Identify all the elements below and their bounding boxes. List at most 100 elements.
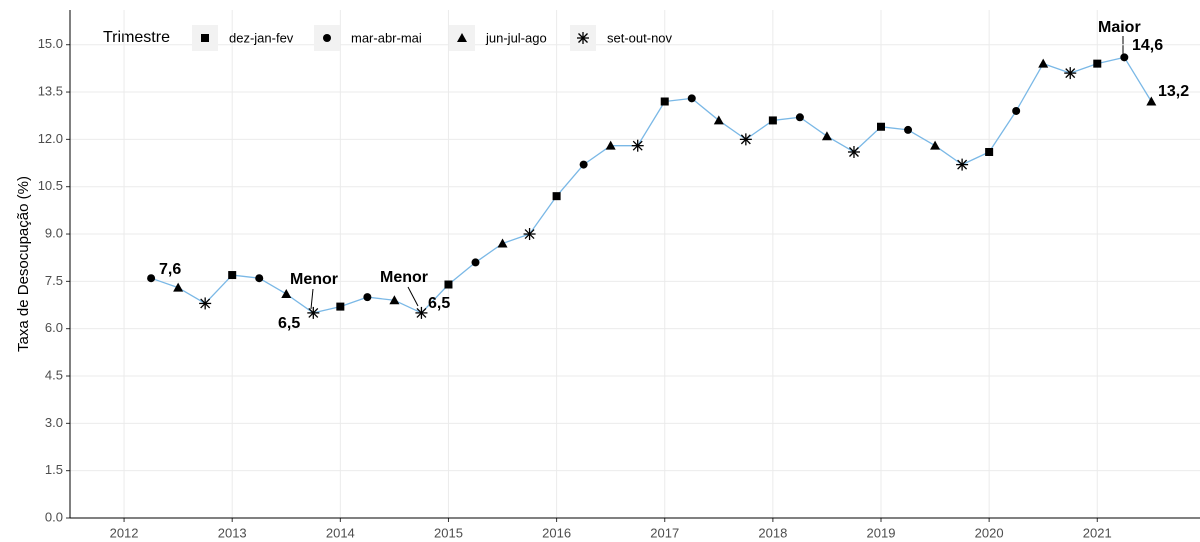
x-tick-label: 2013 bbox=[218, 525, 247, 540]
marker-stroke bbox=[632, 140, 643, 151]
line-segment bbox=[232, 274, 260, 279]
marker bbox=[199, 297, 212, 310]
annotation-connector bbox=[310, 288, 314, 310]
y-tick-label: 9.0 bbox=[45, 225, 63, 240]
marker-stroke bbox=[578, 33, 588, 43]
marker-stroke bbox=[740, 134, 751, 145]
line-segment bbox=[367, 296, 395, 301]
y-tick-label: 7.5 bbox=[45, 273, 63, 288]
marker bbox=[523, 228, 536, 241]
marker bbox=[821, 131, 832, 141]
marker-stroke bbox=[1065, 68, 1076, 79]
x-tick-label: 2018 bbox=[758, 525, 787, 540]
marker bbox=[201, 34, 209, 42]
marker bbox=[1038, 58, 1049, 68]
x-tick-label: 2019 bbox=[867, 525, 896, 540]
legend-label: mar-abr-mai bbox=[351, 30, 422, 45]
line-segment bbox=[961, 151, 990, 166]
x-tick-label: 2012 bbox=[110, 525, 139, 540]
marker bbox=[255, 274, 264, 283]
x-tick-label: 2014 bbox=[326, 525, 355, 540]
marker bbox=[605, 140, 616, 150]
marker bbox=[389, 295, 400, 305]
marker bbox=[577, 32, 589, 44]
marker bbox=[768, 116, 777, 125]
marker bbox=[552, 192, 561, 201]
marker bbox=[1146, 96, 1157, 106]
marker bbox=[1064, 67, 1077, 80]
y-tick-label: 6.0 bbox=[45, 320, 63, 335]
line-segment bbox=[340, 296, 368, 308]
marker bbox=[847, 145, 860, 158]
line-segment bbox=[204, 274, 233, 304]
marker bbox=[147, 274, 156, 283]
marker bbox=[795, 113, 804, 122]
marker bbox=[687, 94, 696, 103]
line-segment bbox=[502, 233, 530, 245]
marker bbox=[444, 280, 453, 289]
y-tick-label: 10.5 bbox=[38, 178, 63, 193]
marker bbox=[904, 125, 913, 134]
line-segment bbox=[1123, 56, 1152, 102]
line-segment bbox=[177, 287, 206, 305]
line-segment bbox=[826, 135, 855, 153]
annotation: Maior bbox=[1098, 19, 1141, 36]
line-segment bbox=[772, 116, 800, 122]
marker bbox=[985, 147, 994, 156]
marker bbox=[173, 282, 184, 292]
marker-stroke bbox=[308, 307, 319, 318]
y-axis-label: Taxa de Desocupação (%) bbox=[15, 176, 32, 352]
marker bbox=[739, 133, 752, 146]
line-segment bbox=[907, 129, 936, 147]
line-segment bbox=[988, 110, 1017, 153]
annotation: 7,6 bbox=[159, 261, 181, 278]
line-segment bbox=[258, 277, 287, 295]
x-tick-label: 2020 bbox=[975, 525, 1004, 540]
marker bbox=[281, 288, 292, 298]
marker bbox=[713, 115, 724, 125]
line-segment bbox=[691, 97, 720, 121]
marker bbox=[307, 306, 320, 319]
legend-label: set-out-nov bbox=[607, 30, 673, 45]
marker bbox=[631, 139, 644, 152]
x-tick-label: 2017 bbox=[650, 525, 679, 540]
marker bbox=[323, 34, 331, 42]
marker-stroke bbox=[957, 159, 968, 170]
annotation-connector bbox=[407, 286, 419, 307]
marker bbox=[415, 306, 428, 319]
annotation: 6,5 bbox=[428, 295, 450, 312]
marker bbox=[471, 258, 480, 267]
line-segment bbox=[313, 305, 341, 314]
marker bbox=[363, 293, 372, 302]
marker bbox=[877, 122, 886, 131]
x-tick-label: 2021 bbox=[1083, 525, 1112, 540]
marker-stroke bbox=[524, 229, 535, 239]
line-segment bbox=[1015, 63, 1044, 112]
line-segment bbox=[664, 97, 692, 103]
line-segment bbox=[1042, 63, 1071, 74]
annotation: 6,5 bbox=[278, 315, 300, 332]
line-segment bbox=[529, 195, 558, 235]
line-segment bbox=[1097, 56, 1125, 65]
line-segment bbox=[420, 284, 449, 314]
marker bbox=[579, 160, 588, 169]
marker bbox=[457, 33, 467, 42]
line-segment bbox=[394, 299, 422, 314]
y-tick-label: 13.5 bbox=[38, 83, 63, 98]
marker bbox=[336, 302, 345, 311]
y-tick-label: 12.0 bbox=[38, 131, 63, 146]
line-segment bbox=[150, 277, 179, 289]
marker-stroke bbox=[200, 298, 211, 309]
marker bbox=[930, 140, 941, 150]
annotation: 13,2 bbox=[1158, 83, 1189, 100]
line-segment bbox=[799, 116, 828, 137]
y-tick-label: 4.5 bbox=[45, 367, 63, 382]
marker bbox=[1093, 59, 1102, 68]
annotation: 14,6 bbox=[1132, 37, 1163, 54]
x-tick-label: 2015 bbox=[434, 525, 463, 540]
legend-label: jun-jul-ago bbox=[485, 30, 547, 45]
marker bbox=[660, 97, 669, 106]
line-segment bbox=[637, 101, 666, 147]
annotation: Menor bbox=[290, 271, 338, 288]
